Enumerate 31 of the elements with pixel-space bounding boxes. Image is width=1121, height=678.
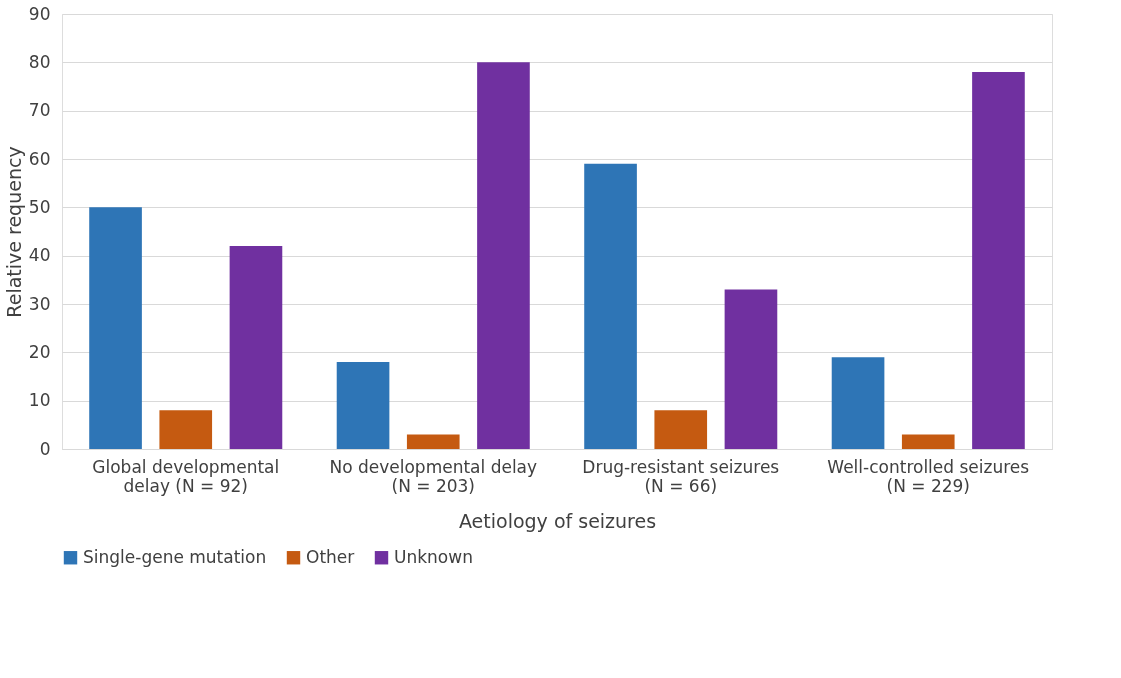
- y-tick-label: 80: [28, 51, 51, 72]
- bar: [336, 362, 390, 449]
- y-tick-label: 60: [28, 148, 51, 169]
- bar: [406, 434, 460, 449]
- x-axis-title: Aetiology of seizures: [458, 509, 657, 532]
- y-tick-label: 50: [28, 196, 51, 217]
- x-tick-label: No developmental delay (N = 203): [329, 456, 538, 496]
- x-tick-label: Drug-resistant seizures (N = 66): [582, 456, 780, 496]
- bar: [477, 62, 530, 449]
- x-tick-label: Global developmental delay (N = 92): [92, 456, 280, 496]
- legend-label: Unknown: [394, 546, 473, 567]
- x-tick-label: Well-controlled seizures (N = 229): [827, 456, 1030, 496]
- y-tick-label: 0: [39, 438, 51, 459]
- legend-label: Single-gene mutation: [83, 546, 267, 567]
- bar: [654, 410, 708, 449]
- bar: [831, 357, 885, 449]
- y-tick-label: 30: [28, 293, 51, 314]
- bar: [584, 163, 637, 449]
- y-tick-label: 90: [28, 3, 51, 24]
- y-tick-label: 70: [28, 100, 51, 121]
- legend-label: Other: [306, 546, 355, 567]
- y-tick-label: 40: [28, 245, 51, 266]
- y-tick-label: 20: [28, 341, 51, 362]
- bar: [89, 207, 142, 449]
- bar: [724, 289, 778, 449]
- bar: [159, 410, 213, 449]
- bar: [901, 434, 955, 449]
- bar: [972, 72, 1025, 449]
- bar: [229, 246, 283, 449]
- y-tick-label: 10: [28, 390, 51, 411]
- y-axis-title: Relative requency: [2, 146, 25, 318]
